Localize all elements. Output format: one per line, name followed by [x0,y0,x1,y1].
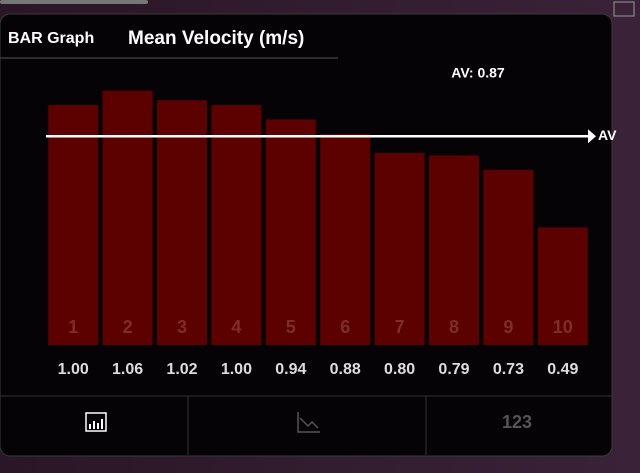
category-label: 4 [231,317,241,337]
bar [211,105,262,345]
category-label: 9 [503,317,513,337]
value-label: 0.94 [275,361,306,378]
chart-title: Mean Velocity (m/s) [128,28,304,49]
average-label: AV: 0.87 [451,65,505,81]
bar [265,119,316,346]
average-marker: AV [598,127,617,143]
value-label: 0.49 [547,361,578,378]
category-label: 10 [553,317,573,337]
value-label: 0.80 [384,361,415,378]
bar [48,105,99,345]
plot: 1 1.00 2 1.06 3 1.02 4 1.00 5 0.94 6 0.88 7 0.80 8 0.79… [46,65,617,378]
bar [320,133,371,345]
mode-label: BAR Graph [8,30,94,47]
category-label: 2 [123,317,133,337]
bar-tab[interactable] [85,412,107,432]
bar-tab-icon[interactable] [85,412,107,432]
numbers-tab[interactable]: 123 [502,412,532,432]
line-tab-icon[interactable] [297,412,320,433]
value-label: 0.79 [438,361,469,378]
value-label: 0.88 [330,361,361,378]
bar [102,90,153,345]
bar [537,227,588,345]
line-tab[interactable] [297,412,320,433]
bar [428,155,480,345]
bar-tab-bars[interactable] [89,419,103,429]
category-label: 7 [395,317,405,337]
bar [483,169,534,345]
bar [156,100,208,345]
value-label: 0.73 [493,361,524,378]
category-label: 6 [340,317,350,337]
average-arrow [588,129,596,144]
value-label: 1.06 [112,361,143,378]
value-label: 1.00 [221,361,252,378]
corner-icon [613,1,635,17]
value-label: 1.00 [58,361,89,378]
category-label: 5 [286,317,296,337]
category-label: 8 [449,317,459,337]
top-tab-edge [0,0,148,4]
category-label: 3 [177,317,187,337]
category-label: 1 [68,317,78,337]
value-label: 1.02 [166,361,197,378]
bar [374,153,425,345]
